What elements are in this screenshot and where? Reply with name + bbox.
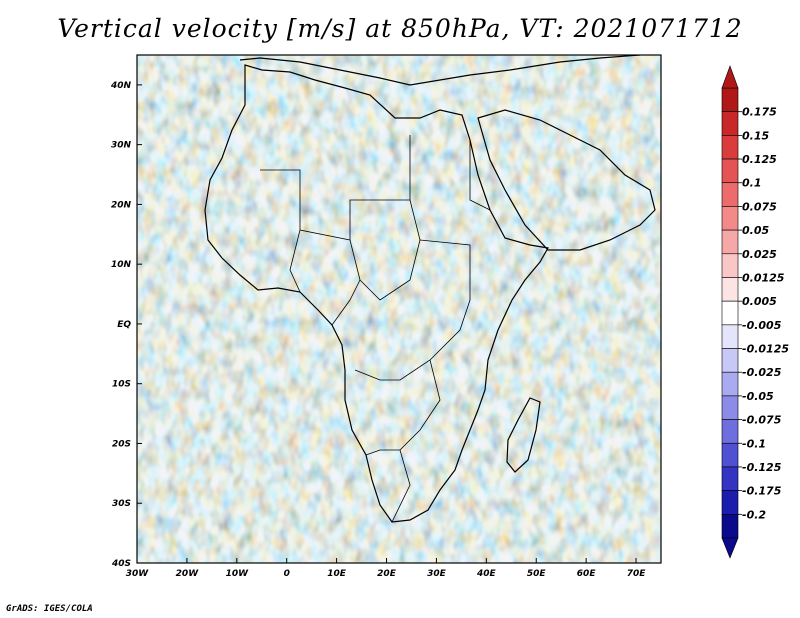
colorbar-label: -0.025 xyxy=(742,366,782,379)
colorbar-label: -0.0125 xyxy=(742,343,789,356)
lon-tick-label: 0 xyxy=(284,569,290,579)
lat-tick-label: 10S xyxy=(112,380,131,390)
colorbar-label: -0.005 xyxy=(742,319,782,332)
lat-tick-label: 30N xyxy=(111,141,132,151)
velocity-field xyxy=(137,55,661,563)
colorbar-bin xyxy=(721,206,739,231)
lon-tick-label: 70E xyxy=(627,569,647,579)
colorbar-bin xyxy=(721,490,739,515)
colorbar-label: 0.05 xyxy=(742,224,769,237)
colorbar-bin xyxy=(721,277,739,302)
colorbar-bin xyxy=(721,158,739,184)
colorbar-label: 0.075 xyxy=(742,200,777,213)
colorbar-bin xyxy=(721,442,739,468)
colorbar-label: -0.175 xyxy=(742,485,782,498)
coastline-europe xyxy=(239,55,641,86)
colorbar-bin xyxy=(721,253,739,278)
colorbar-bin xyxy=(721,371,739,397)
lat-tick-label: 20N xyxy=(111,200,132,210)
colorbar-label: -0.075 xyxy=(742,414,782,427)
colorbar-label: -0.125 xyxy=(742,461,782,474)
lon-tick-label: 20W xyxy=(176,569,200,579)
lon-tick-label: 20E xyxy=(377,569,397,579)
colorbar-bin xyxy=(721,466,739,491)
colorbar-bin xyxy=(721,182,739,207)
lon-tick-label: 30W xyxy=(126,569,150,579)
grads-credit: GrADS: IGES/COLA xyxy=(6,604,93,614)
colorbar-bin xyxy=(721,229,739,255)
colorbar-top-arrow xyxy=(721,65,739,89)
lat-tick-label: EQ xyxy=(117,320,131,330)
map-frame xyxy=(136,54,662,564)
colorbar-bin xyxy=(721,300,739,326)
colorbar-bin xyxy=(721,514,739,539)
colorbar-bin xyxy=(721,87,739,112)
colorbar-bin xyxy=(721,135,739,160)
lon-tick-label: 10W xyxy=(226,569,250,579)
lon-tick-label: 40E xyxy=(476,569,497,579)
colorbar-label: 0.0125 xyxy=(742,271,785,284)
colorbar-label: 0.005 xyxy=(742,295,777,308)
colorbar-label: -0.05 xyxy=(742,390,774,403)
colorbar-bottom-arrow xyxy=(721,537,739,559)
map-plot-area xyxy=(137,55,661,563)
colorbar-bin xyxy=(721,419,739,444)
coastline-arabia xyxy=(477,109,656,251)
lat-tick-label: 40N xyxy=(110,81,132,91)
coastline-africa xyxy=(204,64,549,523)
colorbar-bin xyxy=(721,395,739,420)
colorbar-label: -0.1 xyxy=(742,437,766,450)
colorbar-label: 0.1 xyxy=(742,177,762,190)
lon-tick-label: 10E xyxy=(327,569,347,579)
lat-tick-label: 20S xyxy=(112,439,131,449)
colorbar-label: 0.125 xyxy=(742,153,777,166)
lat-tick-label: 30S xyxy=(112,499,131,509)
lon-tick-label: 30E xyxy=(427,569,447,579)
lat-tick-label: 10N xyxy=(111,260,132,270)
colorbar-label: 0.175 xyxy=(742,106,777,119)
map-title: Vertical velocity [m/s] at 850hPa, VT: 2… xyxy=(57,14,743,43)
colorbar-label: 0.025 xyxy=(742,248,777,261)
country-borders xyxy=(260,135,491,523)
colorbar-bin xyxy=(721,111,739,136)
colorbar-label: -0.2 xyxy=(742,508,766,521)
lon-tick-label: 60E xyxy=(577,569,597,579)
lat-tick-label: 40S xyxy=(111,559,131,569)
lon-tick-label: 50E xyxy=(527,569,547,579)
coastline-madagascar xyxy=(506,397,541,473)
colorbar-label: 0.15 xyxy=(742,129,769,142)
colorbar-bin xyxy=(721,324,739,349)
colorbar-bin xyxy=(721,348,739,373)
